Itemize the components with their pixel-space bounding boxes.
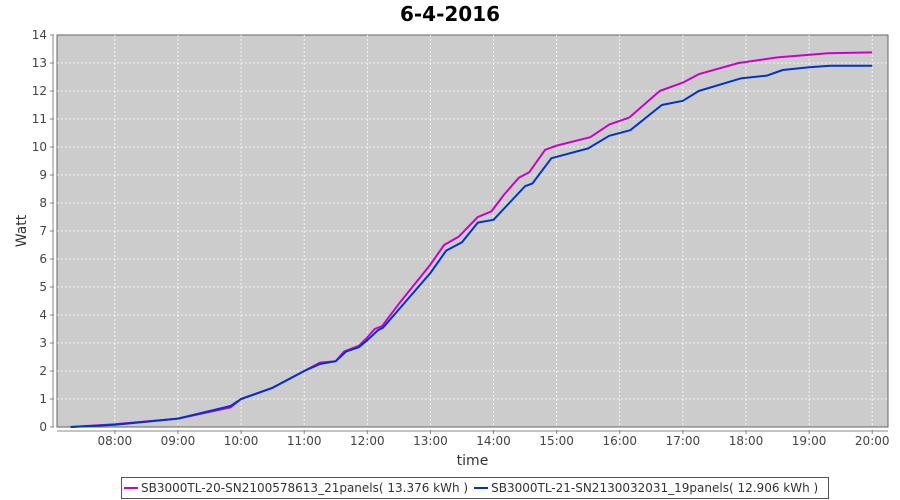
legend: SB3000TL-20-SN2100578613_21panels( 13.37… <box>121 477 830 499</box>
x-tick-label: 20:00 <box>855 434 890 448</box>
chart-title: 6-4-2016 <box>399 2 501 26</box>
legend-swatch <box>124 487 138 489</box>
y-axis-label: Watt <box>14 214 30 247</box>
x-tick-label: 18:00 <box>729 434 764 448</box>
y-tick-label: 13 <box>32 56 47 70</box>
series-line-1 <box>70 64 873 428</box>
x-tick-label: 19:00 <box>792 434 827 448</box>
y-tick-label: 2 <box>39 364 47 378</box>
y-tick-label: 12 <box>32 84 47 98</box>
x-tick-label: 15:00 <box>539 434 574 448</box>
x-tick-label: 08:00 <box>98 434 133 448</box>
y-tick-label: 5 <box>39 280 47 294</box>
legend-swatch <box>474 487 489 489</box>
legend-item-sb3000tl-20: SB3000TL-20-SN2100578613_21panels( 13.37… <box>124 481 468 495</box>
legend-label: SB3000TL-20-SN2100578613_21panels( 13.37… <box>141 481 469 495</box>
x-tick-label: 16:00 <box>602 434 637 448</box>
y-tick-label: 4 <box>39 308 47 322</box>
x-tick-label: 10:00 <box>224 434 259 448</box>
y-tick-label: 7 <box>39 224 47 238</box>
y-tick-label: 8 <box>39 196 47 210</box>
y-tick-label: 6 <box>39 252 47 266</box>
legend-item-sb3000tl-21: SB3000TL-21-SN2130032031_19panels( 12.90… <box>474 481 818 495</box>
x-tick-label: 14:00 <box>476 434 511 448</box>
x-tick-label: 13:00 <box>413 434 448 448</box>
x-axis-label: time <box>457 453 489 469</box>
y-tick-label: 10 <box>32 140 47 154</box>
x-tick-label: 17:00 <box>666 434 701 448</box>
y-tick-label: 9 <box>39 168 47 182</box>
legend-label: SB3000TL-21-SN2130032031_19panels( 12.90… <box>491 481 819 495</box>
x-tick-label: 11:00 <box>287 434 322 448</box>
x-tick-label: 09:00 <box>161 434 196 448</box>
y-tick-label: 14 <box>32 28 47 42</box>
y-tick-label: 1 <box>39 392 47 406</box>
x-tick-label: 12:00 <box>350 434 385 448</box>
y-tick-label: 3 <box>39 336 47 350</box>
y-tick-label: 0 <box>39 420 47 434</box>
y-tick-label: 11 <box>32 112 47 126</box>
